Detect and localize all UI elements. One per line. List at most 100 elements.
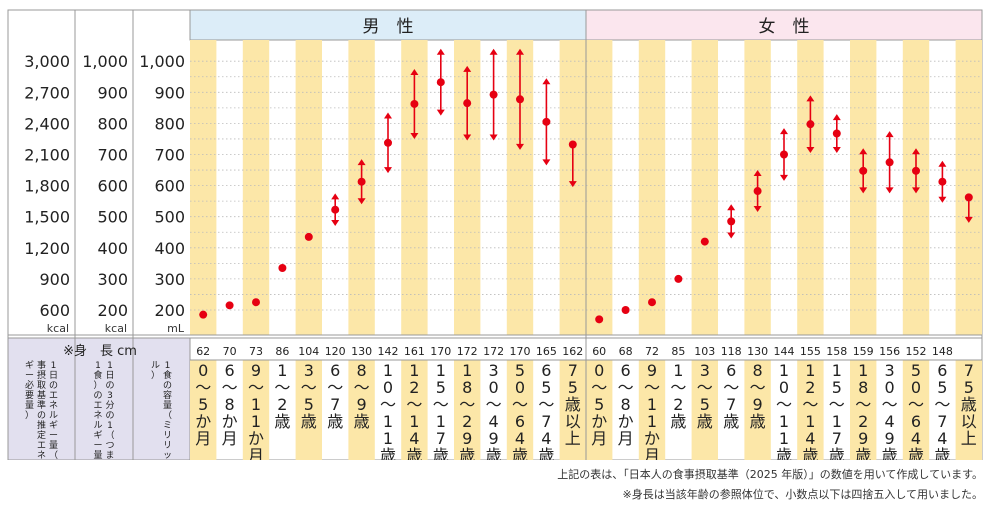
age-char: 9 <box>753 395 763 414</box>
age-char: 歳 <box>882 446 898 460</box>
column-stripe <box>295 40 322 335</box>
y-tick-label: 200 <box>154 301 185 320</box>
age-char: 6 <box>541 361 551 380</box>
age-char: 4 <box>885 412 895 431</box>
age-char: 〜 <box>670 378 686 397</box>
arrow-up <box>727 204 736 211</box>
age-char: 〜 <box>406 395 422 414</box>
age-char: 6 <box>911 412 921 431</box>
age-char: 月 <box>248 446 264 460</box>
age-group-label: 6〜7歳 <box>723 361 739 431</box>
age-char: 7 <box>937 412 947 431</box>
age-char: 0 <box>911 378 921 397</box>
height-row-label: ※身 長 cm <box>63 343 137 359</box>
age-char: 0 <box>198 361 208 380</box>
age-char: 8 <box>225 395 235 414</box>
age-char: 〜 <box>538 395 554 414</box>
arrow-down <box>516 143 524 150</box>
axis-header-char: エ <box>49 391 58 401</box>
age-cell-stripe <box>295 360 322 460</box>
axis-header-char: 取 <box>37 380 46 391</box>
age-char: 8 <box>357 361 367 380</box>
axis-header-char: 1 <box>107 361 113 371</box>
age-cell-stripe <box>744 360 771 460</box>
age-char: 〜 <box>248 378 264 397</box>
arrow-up <box>542 78 551 85</box>
y-tick-label: 600 <box>39 301 70 320</box>
age-char: 5 <box>568 378 578 397</box>
axis-header-char: の <box>93 391 102 401</box>
age-char: 〜 <box>908 395 924 414</box>
age-char: 歳 <box>961 395 977 414</box>
axis-header-char: 容 <box>163 389 172 401</box>
age-char: 〜 <box>750 378 766 397</box>
y-tick-label: 700 <box>154 146 185 165</box>
height-value: 148 <box>932 345 953 358</box>
data-point <box>542 117 551 126</box>
height-value: 104 <box>298 345 319 358</box>
age-char: 〜 <box>723 378 739 397</box>
age-char: 5 <box>594 395 604 414</box>
age-char: 8 <box>621 395 631 414</box>
y-tick-label: 300 <box>97 270 128 289</box>
axis-header-char: ま <box>105 450 114 460</box>
age-char: 4 <box>515 429 525 448</box>
arrow-up <box>938 160 947 167</box>
column-stripe <box>691 40 718 335</box>
data-point <box>516 95 524 104</box>
height-value: 85 <box>671 345 685 358</box>
axis-header-char: ー <box>49 431 58 441</box>
arrow-up <box>859 148 868 155</box>
axis-header-char: ネ <box>49 400 58 411</box>
age-char: 〜 <box>301 378 317 397</box>
age-char: か <box>195 412 211 431</box>
age-char: 7 <box>726 395 736 414</box>
axis-header-char: 量 <box>93 450 102 460</box>
height-value: 130 <box>747 345 768 358</box>
age-char: 1 <box>779 361 789 380</box>
axis-header-char: 日 <box>49 370 58 381</box>
age-char: 1 <box>805 361 815 380</box>
age-char: 5 <box>304 395 314 414</box>
arrow-down <box>727 232 736 239</box>
age-char: 7 <box>964 361 974 380</box>
age-char: 6 <box>621 361 631 380</box>
age-group-label: 12〜14歳 <box>406 361 422 460</box>
age-char: 上 <box>565 429 581 448</box>
height-value: 170 <box>430 345 451 358</box>
age-char: 〜 <box>195 378 211 397</box>
age-cell-stripe <box>586 360 613 460</box>
age-group-label: 12〜14歳 <box>802 361 818 460</box>
y-tick-label: 1,200 <box>24 239 70 258</box>
y-tick-label: 500 <box>154 208 185 227</box>
arrow-up <box>410 68 419 75</box>
age-cell-stripe <box>955 360 982 460</box>
height-value: 120 <box>325 345 346 358</box>
age-char: 歳 <box>934 446 950 460</box>
axis-header-char: 1 <box>95 361 101 371</box>
age-char: 6 <box>726 361 736 380</box>
y-tick-label: 1,000 <box>139 52 185 71</box>
age-char: 4 <box>409 429 419 448</box>
axis-header-char: 必 <box>25 379 34 391</box>
age-cell-stripe <box>242 360 270 460</box>
height-value: 159 <box>853 345 874 358</box>
data-point <box>331 205 340 214</box>
age-char: 7 <box>541 412 551 431</box>
height-value: 60 <box>592 345 606 358</box>
y-tick-label: 400 <box>97 239 128 258</box>
age-char: 〜 <box>591 378 607 397</box>
axis-header-char: 推 <box>37 419 46 431</box>
age-char: 9 <box>251 361 261 380</box>
height-value: 142 <box>378 345 399 358</box>
arrow-up <box>331 193 340 200</box>
axis-header-char: 1 <box>165 361 171 371</box>
data-marks <box>199 48 973 324</box>
axis-header-char: 分 <box>105 400 114 411</box>
column-stripe <box>559 40 586 335</box>
age-group-label: 65〜74歳 <box>934 361 950 460</box>
age-char: 9 <box>357 395 367 414</box>
age-char: 1 <box>779 412 789 431</box>
